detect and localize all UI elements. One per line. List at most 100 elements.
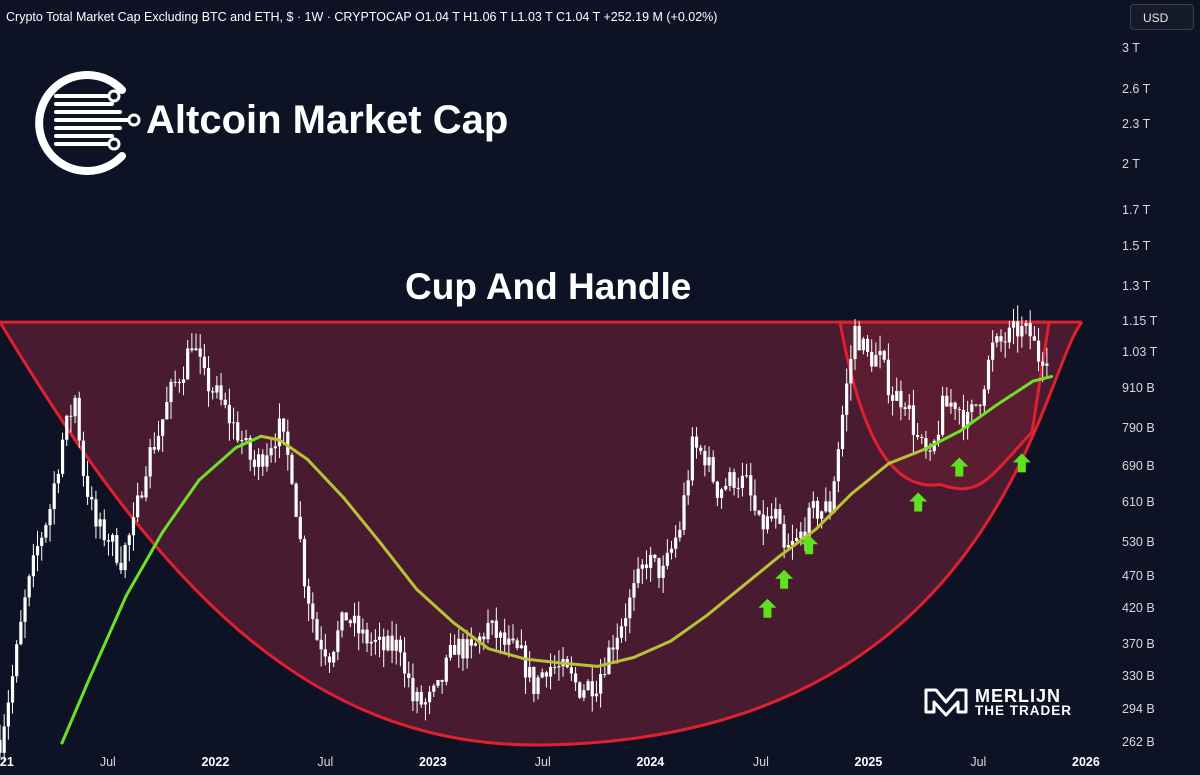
candle-body [352, 615, 357, 624]
candle [636, 557, 640, 589]
logo-ring [35, 71, 126, 175]
candle [256, 448, 261, 481]
candle-body [932, 440, 936, 452]
candle [686, 470, 690, 505]
candle [102, 509, 106, 547]
candle-body [874, 354, 878, 367]
candle-body [878, 350, 882, 355]
candle-body [194, 348, 198, 351]
candle-body [941, 395, 945, 435]
candle [194, 333, 198, 351]
candle-body [361, 629, 365, 634]
candle-body [348, 620, 352, 624]
candle [732, 468, 736, 496]
y-tick-label: 3 T [1122, 41, 1140, 56]
candle-body [186, 348, 190, 380]
candle [786, 533, 790, 549]
candle [945, 387, 949, 407]
candle-body [269, 448, 273, 456]
candle-body [828, 501, 832, 513]
candle-body [840, 414, 845, 450]
candle [323, 633, 327, 666]
candle [728, 467, 732, 492]
candle [1045, 347, 1049, 378]
candle-body [261, 454, 265, 467]
candle-body [999, 336, 1003, 342]
candle-body [156, 435, 161, 450]
candle-body [795, 537, 799, 541]
candle [678, 521, 682, 542]
candle-body [540, 672, 544, 678]
candle-body [1036, 340, 1041, 362]
candle-body [632, 583, 636, 598]
candle-body [85, 475, 90, 497]
candle [590, 667, 594, 712]
candle [815, 496, 820, 527]
candle-body [915, 435, 920, 437]
candle [315, 612, 319, 641]
candle [749, 462, 753, 512]
candle [486, 609, 490, 644]
candle [845, 368, 849, 432]
candle-body [181, 379, 186, 383]
ma-segment [995, 379, 1035, 407]
y-tick-label: 790 B [1122, 420, 1155, 435]
y-tick-label: 1.3 T [1122, 279, 1151, 294]
candle-body [494, 620, 498, 638]
candle [661, 555, 665, 593]
cup-fill [0, 322, 1082, 746]
candle-body [1045, 363, 1049, 366]
candle [352, 602, 357, 637]
candle [361, 618, 365, 644]
candle-body [703, 450, 707, 466]
candle-body [582, 690, 586, 698]
candle-body [81, 440, 86, 476]
candle [632, 569, 636, 611]
candle-body [2, 726, 6, 753]
candle [895, 377, 899, 402]
up-arrow-icon [758, 598, 777, 618]
candle-body [311, 603, 315, 620]
candle-body [340, 612, 344, 631]
currency-button[interactable]: USD [1130, 4, 1194, 30]
candle-body [35, 545, 40, 556]
ma-segment [559, 661, 600, 668]
candle [498, 630, 503, 655]
candle [640, 558, 644, 584]
y-tick-label: 530 B [1122, 534, 1155, 549]
candle [569, 656, 574, 681]
ma-segment [342, 496, 382, 545]
candle [65, 414, 69, 447]
candle [1007, 320, 1011, 349]
candle-body [553, 666, 557, 668]
candle [373, 629, 377, 655]
candle-body [536, 677, 540, 694]
candle-body [219, 385, 223, 400]
candle [903, 402, 907, 417]
candle-body [936, 434, 941, 441]
candle-body [1032, 336, 1036, 341]
candle-body [928, 450, 932, 452]
candle [765, 507, 770, 534]
candle-body [432, 685, 436, 692]
ma-segment [1031, 375, 1054, 383]
ma-segment [414, 587, 455, 625]
candle [770, 503, 774, 522]
candle-body [640, 564, 644, 569]
candle-body [832, 481, 836, 513]
candle [211, 387, 215, 400]
candle [2, 714, 6, 763]
candle [1036, 327, 1041, 372]
candle-body [165, 401, 169, 420]
candle-body [69, 415, 73, 417]
candle-body [386, 635, 390, 651]
candle [1028, 310, 1032, 350]
candle-body [665, 552, 669, 566]
candle-body [48, 509, 52, 526]
candle-body [27, 576, 31, 598]
ma-segment [378, 541, 418, 591]
candle-body [256, 454, 261, 467]
candle [970, 399, 974, 424]
candle [966, 400, 970, 440]
